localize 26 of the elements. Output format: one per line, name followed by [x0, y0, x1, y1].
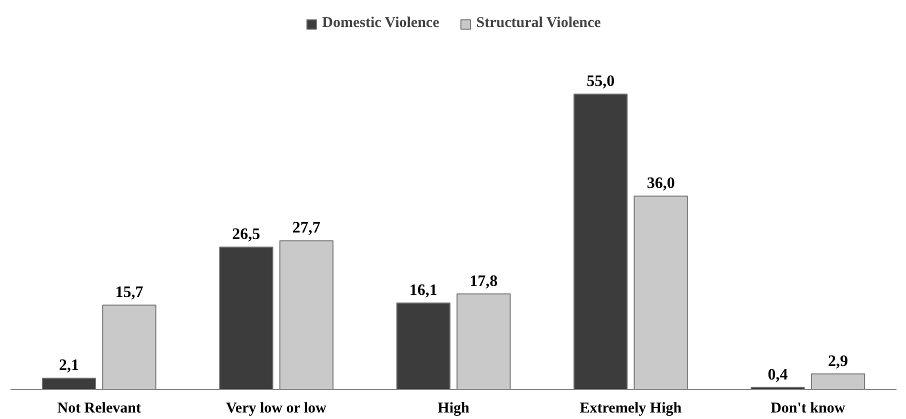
bar: [573, 94, 628, 390]
x-tick-label: Very low or low: [226, 400, 327, 416]
x-tick-label: Not Relevant: [57, 400, 141, 416]
data-label: 2,1: [58, 357, 79, 374]
data-label: 27,7: [292, 220, 320, 237]
x-tick-label: Extremely High: [580, 400, 682, 416]
bar: [102, 304, 156, 390]
data-label: 16,1: [409, 282, 438, 300]
bar: [634, 196, 688, 390]
data-label: 36,0: [646, 175, 675, 192]
data-label: 17,8: [470, 272, 498, 290]
bar: [396, 302, 450, 390]
bar: [279, 240, 334, 390]
bar: [810, 373, 866, 390]
data-label: 55,0: [586, 73, 615, 90]
data-label: 26,5: [232, 226, 260, 244]
data-label: 2,9: [828, 352, 848, 370]
x-tick-label: Don't know: [770, 400, 846, 416]
x-tick-label: High: [438, 400, 470, 416]
legend-label: Domestic Violence: [322, 15, 440, 32]
data-label: 0,4: [768, 366, 788, 384]
bar: [456, 293, 511, 390]
bar: [219, 246, 274, 390]
bar: [42, 378, 96, 390]
data-label: 15,7: [115, 284, 144, 302]
legend-label: Structural Violence: [476, 15, 601, 32]
